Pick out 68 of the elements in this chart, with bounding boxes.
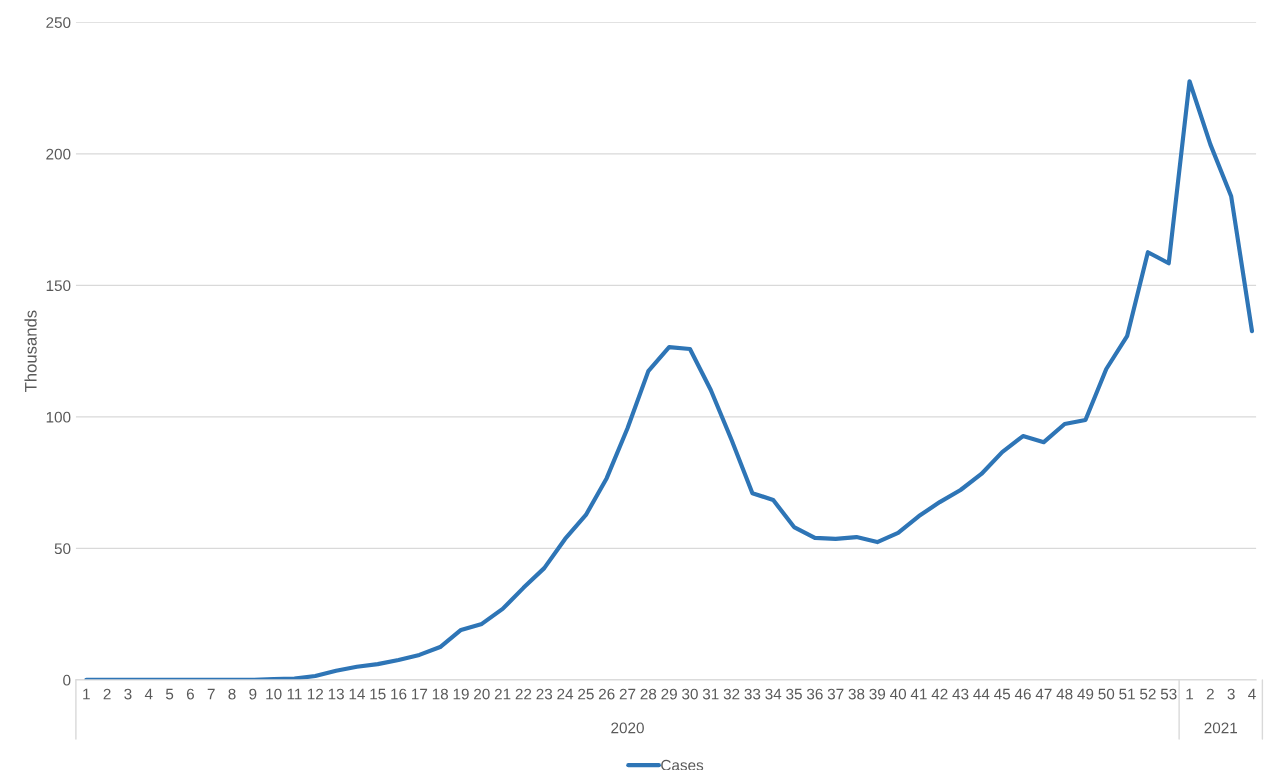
x-tick-label: 18 (432, 688, 449, 700)
x-tick-label: 40 (889, 688, 907, 700)
x-tick-label: 43 (952, 688, 969, 700)
line-series (84, 79, 1255, 680)
x-tick-label: 32 (723, 688, 740, 700)
text: 2021 (1204, 722, 1238, 734)
x-tick-label: 16 (391, 688, 407, 700)
text: 2020 (611, 722, 644, 734)
x-tick-label: 49 (1077, 688, 1094, 700)
x-tick-label: 46 (1014, 688, 1031, 700)
x-tick-label: 36 (806, 688, 823, 700)
x-tick-label: 3 (1227, 688, 1235, 700)
x-tick-label: 53 (1160, 688, 1177, 700)
x-tick-label: 23 (536, 688, 553, 700)
y-tick-label: 100 (46, 411, 71, 423)
x-tick-label: 48 (1056, 688, 1073, 700)
x-tick-label: 3 (124, 688, 132, 700)
x-tick-label: 7 (207, 688, 215, 700)
x-tick-label: 47 (1035, 688, 1052, 700)
x-tick-label: 31 (702, 688, 719, 700)
x-tick-label: 41 (910, 688, 927, 700)
x-tick-label: 8 (228, 688, 236, 700)
x-tick-label: 2 (1206, 688, 1214, 700)
x-tick-label: 21 (494, 688, 511, 700)
x-tick-label: 27 (619, 688, 636, 700)
x-tick-label: 52 (1140, 688, 1156, 700)
y-tick-label: 150 (46, 280, 71, 292)
x-tick-label: 19 (453, 688, 469, 700)
x-tick-label: 33 (744, 688, 761, 700)
x-tick-label: 50 (1098, 688, 1115, 700)
x-tick-label: 20 (474, 688, 490, 700)
x-tick-label: 4 (1248, 688, 1256, 700)
x-tick-label: 13 (328, 688, 344, 700)
y-tick-label: 50 (54, 543, 71, 555)
x-tick-label: 22 (515, 688, 532, 700)
legend-label: Cases (661, 759, 704, 770)
x-tick-label: 2 (103, 688, 111, 700)
x-tick-label: 35 (786, 688, 802, 700)
x-tick-label: 10 (266, 688, 282, 700)
x-tick-label: 28 (640, 688, 657, 700)
x-tick-label: 1 (83, 688, 90, 700)
x-tick-label: 14 (349, 688, 365, 700)
x-tick-label: 1 (1186, 688, 1194, 700)
y-tick-label: 200 (46, 148, 71, 160)
x-tick-label: 44 (973, 688, 990, 700)
y-tick-label: 250 (46, 17, 71, 29)
x-tick-label: 9 (249, 688, 257, 700)
x-tick-label: 24 (557, 688, 574, 700)
y-tick-label: 0 (63, 674, 71, 686)
x-tick-label: 29 (661, 688, 677, 700)
x-tick-label: 4 (144, 688, 153, 700)
x-tick-label: 5 (165, 688, 174, 700)
x-tick-label: 39 (869, 688, 886, 700)
x-tick-label: 34 (765, 688, 782, 700)
x-tick-label: 51 (1119, 688, 1135, 700)
x-tick-label: 15 (370, 688, 386, 700)
x-tick-label: 38 (848, 688, 865, 700)
x-tick-label: 25 (578, 688, 594, 700)
x-tick-label: 26 (598, 688, 615, 700)
x-tick-label: 11 (287, 688, 302, 700)
x-tick-label: 17 (412, 688, 428, 700)
x-tick-label: 6 (186, 688, 194, 700)
y-axis-title: Thousands (24, 310, 37, 392)
x-tick-label: 30 (682, 688, 698, 700)
x-tick-label: 45 (994, 688, 1011, 700)
x-tick-label: 42 (931, 688, 948, 700)
x-tick-label: 37 (827, 688, 844, 700)
x-tick-label: 12 (307, 688, 324, 700)
